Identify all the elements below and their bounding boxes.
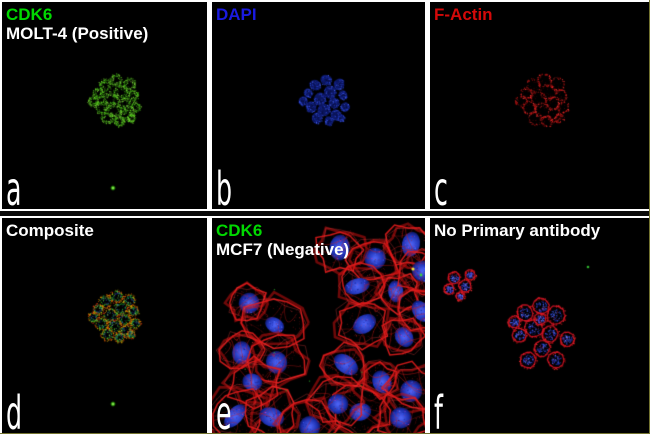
panel-letter-d: d xyxy=(6,386,23,433)
channel-label-cdk6: CDK6 xyxy=(6,5,53,24)
panel-c-labels: F-Actin xyxy=(434,5,493,24)
sample-label-molt4: MOLT-4 (Positive) xyxy=(6,24,149,43)
channel-label-cdk6-e: CDK6 xyxy=(216,221,263,240)
panel-letter-e: e xyxy=(216,386,232,433)
micrograph-e-mcf7-negative xyxy=(212,218,425,433)
micrograph-a-cdk6-green xyxy=(2,2,207,209)
panel-a: CDK6 MOLT-4 (Positive) a xyxy=(2,2,207,209)
row-separator-core xyxy=(0,211,650,216)
panel-a-labels: CDK6 MOLT-4 (Positive) xyxy=(6,5,148,43)
panel-b-labels: DAPI xyxy=(216,5,257,24)
panel-e-labels: CDK6 MCF7 (Negative) xyxy=(216,221,349,259)
sample-label-mcf7: MCF7 (Negative) xyxy=(216,240,350,259)
panel-d: Composite d xyxy=(2,218,207,433)
panel-d-labels: Composite xyxy=(6,221,94,240)
panel-c: F-Actin c xyxy=(430,2,649,209)
panel-letter-b: b xyxy=(216,162,233,209)
channel-label-composite: Composite xyxy=(6,221,94,240)
panel-letter-a: a xyxy=(6,162,22,209)
panel-f-labels: No Primary antibody xyxy=(434,221,600,240)
micrograph-b-dapi-blue xyxy=(212,2,425,209)
micrograph-c-factin-red xyxy=(430,2,649,209)
panel-e: CDK6 MCF7 (Negative) e xyxy=(212,218,425,433)
panel-letter-c: c xyxy=(434,162,448,209)
control-label-no-primary: No Primary antibody xyxy=(434,221,601,240)
channel-label-dapi: DAPI xyxy=(216,5,257,24)
panel-letter-f: f xyxy=(434,386,443,433)
micrograph-f-no-primary xyxy=(430,218,649,433)
channel-label-factin: F-Actin xyxy=(434,5,493,24)
panel-b: DAPI b xyxy=(212,2,425,209)
micrograph-d-composite xyxy=(2,218,207,433)
panel-f: No Primary antibody f xyxy=(430,218,649,433)
